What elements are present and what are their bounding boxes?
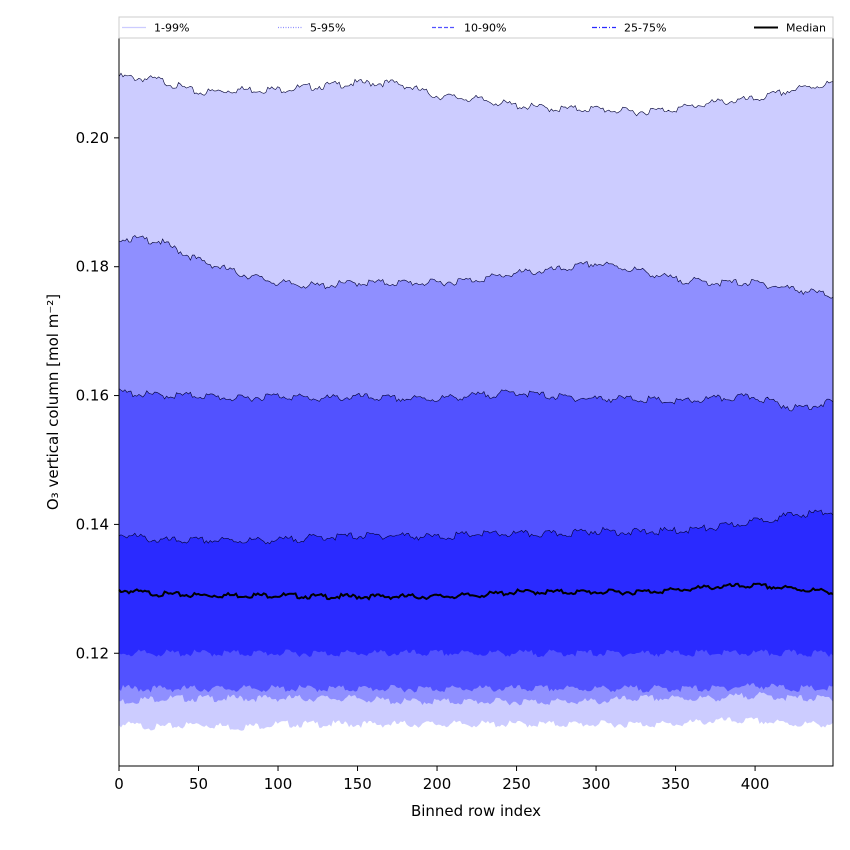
x-tick-label: 100 — [264, 775, 293, 793]
legend-label-4: Median — [786, 22, 826, 35]
median-line-group — [118, 582, 834, 601]
y-tick-label: 0.12 — [76, 644, 109, 662]
y-tick-label: 0.18 — [76, 258, 109, 276]
x-axis-label: Binned row index — [411, 802, 541, 820]
y-axis-label: O₃ vertical column [mol m⁻²] — [44, 294, 62, 510]
x-axis-ticks: 0 50 100 150 200 250 300 350 400 — [114, 766, 769, 793]
band-25-75-pct — [119, 510, 833, 658]
x-tick-label: 50 — [189, 775, 208, 793]
y-tick-label: 0.20 — [76, 129, 109, 147]
y-axis-ticks: 0.12 0.14 0.16 0.18 0.20 — [76, 129, 119, 662]
legend-label-1: 5-95% — [310, 22, 345, 35]
x-tick-label: 250 — [502, 775, 531, 793]
band-upper-edge-5-95-pct — [118, 235, 834, 299]
y-tick-label: 0.14 — [76, 515, 109, 533]
legend-label-0: 1-99% — [154, 22, 189, 35]
x-tick-label: 300 — [582, 775, 611, 793]
x-tick-label: 200 — [423, 775, 452, 793]
x-tick-label: 400 — [741, 775, 770, 793]
y-tick-label: 0.16 — [76, 387, 109, 405]
band-upper-edge-10-90-pct — [118, 388, 834, 412]
band-upper-edge-25-75-pct — [118, 509, 834, 545]
legend-label-2: 10-90% — [464, 22, 506, 35]
percentile-bands — [118, 72, 834, 731]
legend-box — [118, 16, 834, 39]
legend-label-3: 25-75% — [624, 22, 666, 35]
band-upper-edge-1-99-pct — [118, 72, 834, 117]
legend: 1-99% 5-95% 10-90% 25-75% Median — [118, 16, 834, 39]
x-tick-label: 0 — [114, 775, 124, 793]
x-tick-label: 350 — [661, 775, 690, 793]
median-line — [118, 582, 834, 601]
x-tick-label: 150 — [343, 775, 372, 793]
